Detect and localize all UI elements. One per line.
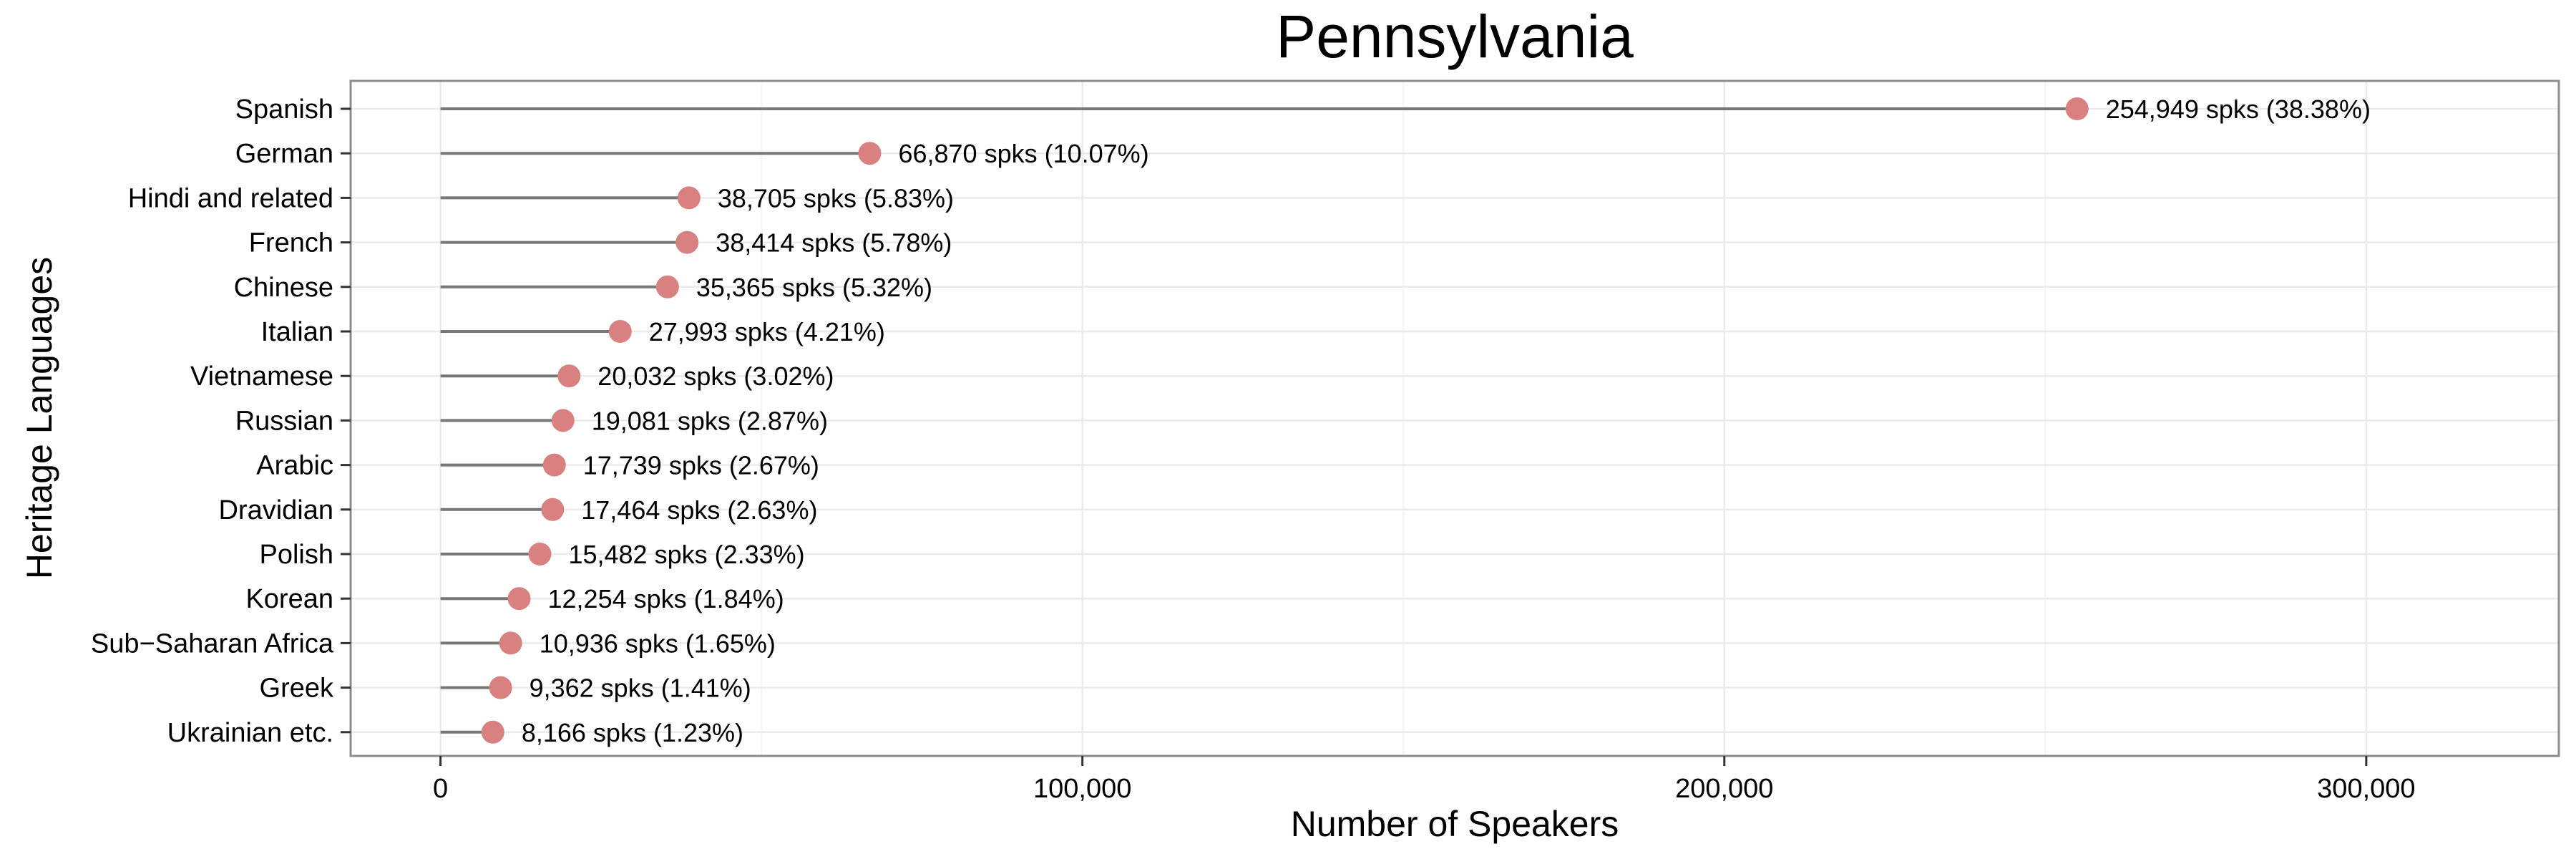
x-tick-label: 100,000 <box>1033 774 1131 804</box>
y-tick-label: Spanish <box>235 94 333 125</box>
y-tick-label: Sub−Saharan Africa <box>91 629 334 659</box>
y-tick-label: Korean <box>245 584 333 614</box>
lollipop-point <box>551 409 575 432</box>
points <box>481 97 2089 744</box>
data-label: 20,032 spks (3.02%) <box>597 361 834 391</box>
y-tick-label: Ukrainian etc. <box>167 718 333 748</box>
data-label: 19,081 spks (2.87%) <box>592 406 828 435</box>
data-label: 27,993 spks (4.21%) <box>649 317 885 346</box>
lollipop-point <box>481 720 504 744</box>
lollipop-point <box>608 320 632 343</box>
x-tick-label: 200,000 <box>1675 774 1773 804</box>
x-axis: 0 100,000 200,000 300,000 <box>433 756 2416 804</box>
y-tick-label: Italian <box>261 317 333 347</box>
data-label: 10,936 spks (1.65%) <box>540 629 776 658</box>
y-tick-label: Hindi and related <box>128 183 333 213</box>
lollipop-point <box>541 498 565 521</box>
lollipop-point <box>2065 97 2089 120</box>
y-tick-label: Vietnamese <box>190 361 333 392</box>
x-axis-title: Number of Speakers <box>1291 804 1619 844</box>
data-labels: 254,949 spks (38.38%) 66,870 spks (10.07%… <box>522 94 2371 747</box>
lollipop-point <box>858 142 882 165</box>
data-label: 17,464 spks (2.63%) <box>581 495 817 525</box>
data-label: 15,482 spks (2.33%) <box>568 540 804 569</box>
y-tick-label: French <box>249 228 333 258</box>
grid <box>351 81 2559 756</box>
data-label: 38,414 spks (5.78%) <box>716 228 952 258</box>
lollipop-point <box>528 543 552 566</box>
data-label: 8,166 spks (1.23%) <box>522 718 743 747</box>
lollipop-point <box>557 364 581 388</box>
lollipop-point <box>489 676 512 699</box>
data-label: 9,362 spks (1.41%) <box>530 674 751 703</box>
lollipop-point <box>507 587 531 611</box>
x-tick-label: 300,000 <box>2317 774 2415 804</box>
data-label: 12,254 spks (1.84%) <box>548 584 784 613</box>
stems <box>440 107 2077 734</box>
y-axis: Spanish German Hindi and related French Chin… <box>91 94 351 748</box>
lollipop-point <box>677 186 701 210</box>
y-tick-label: Russian <box>235 406 333 436</box>
y-tick-label: Chinese <box>234 273 333 303</box>
data-label: 17,739 spks (2.67%) <box>583 451 819 480</box>
data-label: 66,870 spks (10.07%) <box>898 139 1148 168</box>
data-label: 38,705 spks (5.83%) <box>718 183 954 213</box>
chart-title: Pennsylvania <box>1276 3 1634 70</box>
lollipop-point <box>655 275 679 299</box>
data-label: 35,365 spks (5.32%) <box>696 273 932 302</box>
y-tick-label: Dravidian <box>218 495 333 525</box>
y-tick-label: Arabic <box>256 451 333 481</box>
y-tick-label: Polish <box>260 540 334 570</box>
plot-panel-border <box>349 79 2560 757</box>
data-label: 254,949 spks (38.38%) <box>2106 94 2371 124</box>
lollipop-point <box>542 453 566 477</box>
lollipop-point <box>675 230 699 254</box>
y-tick-label: German <box>235 139 333 169</box>
y-tick-label: Greek <box>260 674 334 704</box>
x-tick-label: 0 <box>433 774 448 804</box>
y-axis-title: Heritage Languages <box>19 257 59 579</box>
lollipop-point <box>499 631 522 655</box>
